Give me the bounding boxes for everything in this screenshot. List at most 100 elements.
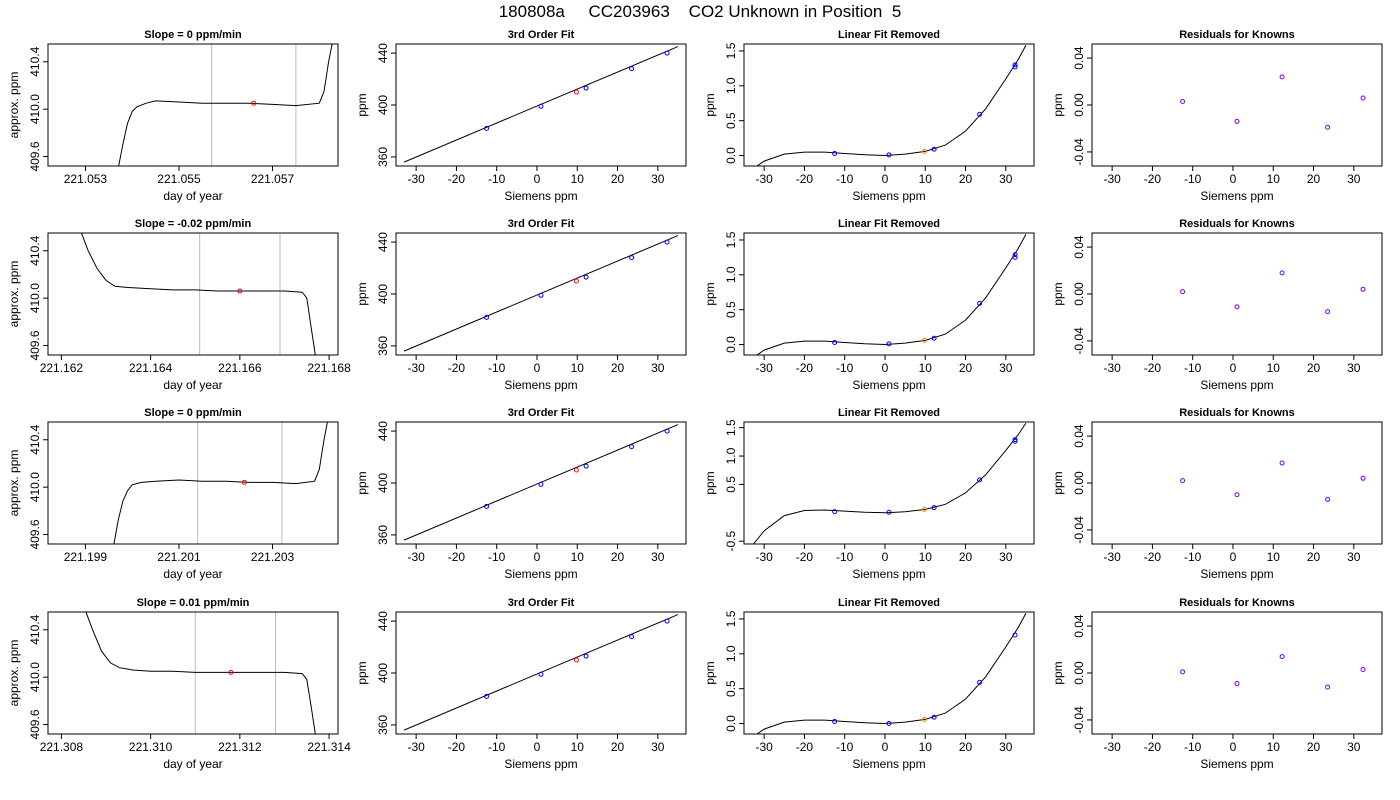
c13-xlabel: day of year — [163, 757, 222, 771]
c8-xtick-label: 10 — [1267, 361, 1281, 375]
c11-data-point — [1012, 437, 1018, 443]
c7-xtick-label: 20 — [959, 361, 973, 375]
c10-panel: 3rd Order Fit -30 -20 -10 0 10 20 30 360 400 440 Si… — [355, 407, 687, 581]
c1-panel: Slope = 0 ppm/min 221.053 221.055 221.057 40… — [7, 29, 339, 203]
c11-xtick-label: 10 — [919, 550, 933, 564]
c6-ytick-label: 400 — [376, 284, 390, 304]
c10-xtick-label: 20 — [611, 550, 625, 564]
c6-ylabel: ppm — [355, 282, 369, 305]
c7-ytick-label: 1.5 — [724, 231, 738, 248]
c15-ytick-label: 1.5 — [724, 610, 738, 627]
c2-data-point — [538, 103, 544, 109]
c2-data-point — [629, 66, 635, 72]
c12-data-point — [1279, 460, 1285, 466]
c12-xtick-label: 0 — [1230, 550, 1237, 564]
c7-data-point — [886, 341, 892, 347]
c13-sample-point — [228, 669, 234, 675]
c8-data-point — [1279, 270, 1285, 276]
c2-data-point — [573, 89, 579, 95]
c15-plot-frame — [743, 611, 1035, 735]
c16-ytick-label: 0.00 — [1072, 661, 1086, 685]
c11-xtick-label: 0 — [882, 550, 889, 564]
c4-xtick-label: 0 — [1230, 172, 1237, 186]
c3-title: Linear Fit Removed — [838, 29, 940, 41]
c8-xtick-label: -20 — [1144, 361, 1162, 375]
c11-title: Linear Fit Removed — [838, 407, 940, 419]
c4-xtick-label: -10 — [1184, 172, 1202, 186]
c15-xtick-label: 10 — [919, 740, 933, 754]
c4-data-layer — [1180, 74, 1366, 130]
c8-data-point — [1180, 289, 1186, 295]
c13-xtick-label: 221.308 — [40, 740, 84, 754]
c11-xtick-label: -30 — [755, 550, 773, 564]
c3-data-point — [977, 111, 983, 117]
c11-xtick-label: -10 — [836, 550, 854, 564]
c1-sample-point — [251, 100, 257, 106]
c2-xtick-label: 30 — [651, 172, 665, 186]
c10-ylabel: ppm — [355, 471, 369, 494]
c10-data-point — [583, 463, 589, 469]
c12-data-layer — [1180, 460, 1366, 502]
c11-xtick-label: 20 — [959, 550, 973, 564]
c3-data-point — [886, 152, 892, 158]
c1-series-line — [118, 44, 333, 166]
c8-title: Residuals for Knowns — [1179, 218, 1295, 230]
c4-data-point — [1234, 118, 1240, 124]
c10-xtick-label: -30 — [407, 550, 425, 564]
c8-ytick-label: -0.04 — [1072, 327, 1086, 355]
c5-data-layer — [80, 233, 316, 355]
c3-xtick-label: 20 — [959, 172, 973, 186]
c3-xtick-label: -20 — [796, 172, 814, 186]
c15-xtick-label: 0 — [882, 740, 889, 754]
c10-data-point — [538, 481, 544, 487]
c12-xtick-label: 20 — [1307, 550, 1321, 564]
c7-data-layer — [756, 234, 1027, 355]
c9-data-layer — [113, 422, 328, 544]
c1-xlabel: day of year — [163, 189, 222, 203]
c8-ytick-label: 0.00 — [1072, 282, 1086, 306]
c15-xlabel: Siemens ppm — [852, 757, 925, 771]
c7-xtick-label: 10 — [919, 361, 933, 375]
c11-data-point — [832, 509, 838, 515]
c11-data-point — [1012, 438, 1018, 444]
c6-panel: 3rd Order Fit -30 -20 -10 0 10 20 30 360 400 440 Si… — [355, 218, 687, 392]
c16-plot-frame — [1091, 611, 1383, 735]
c3-plot-frame — [743, 43, 1035, 167]
c3-ytick-label: 1.5 — [724, 42, 738, 59]
c13-data-layer — [85, 612, 316, 734]
c10-ytick-label: 360 — [376, 525, 390, 545]
c14-data-point — [573, 657, 579, 663]
c6-ytick-label: 360 — [376, 336, 390, 356]
c7-xtick-label: -30 — [755, 361, 773, 375]
c9-xlabel: day of year — [163, 567, 222, 581]
c11-plot-frame — [743, 421, 1035, 545]
c15-data-point — [832, 718, 838, 724]
c7-panel: Linear Fit Removed -30 -20 -10 0 10 20 30 0.0 0.5… — [703, 218, 1035, 392]
c6-data-point — [538, 292, 544, 298]
c14-xtick-label: -30 — [407, 740, 425, 754]
c1-xtick-label: 221.053 — [64, 172, 108, 186]
c11-ylabel: ppm — [703, 471, 717, 494]
c15-ylabel: ppm — [703, 661, 717, 684]
c6-xtick-label: -10 — [488, 361, 506, 375]
c12-xtick-label: 30 — [1347, 550, 1361, 564]
c4-ytick-label: -0.04 — [1072, 138, 1086, 166]
c16-title: Residuals for Knowns — [1179, 597, 1295, 609]
c6-title: 3rd Order Fit — [508, 218, 575, 230]
c13-ytick-label: 410.0 — [28, 662, 42, 692]
c15-data-point — [886, 721, 892, 727]
c12-plot-frame — [1091, 421, 1383, 545]
c5-sample-point — [237, 288, 243, 294]
c16-data-point — [1234, 681, 1240, 687]
c14-ytick-label: 440 — [376, 611, 390, 631]
c4-xtick-label: -30 — [1103, 172, 1121, 186]
c13-title: Slope = 0.01 ppm/min — [137, 597, 250, 609]
c10-data-point — [484, 503, 490, 509]
c9-xtick-label: 221.201 — [157, 550, 201, 564]
c6-data-point — [664, 239, 670, 245]
c4-ylabel: ppm — [1051, 93, 1065, 116]
c16-xtick-label: 10 — [1267, 740, 1281, 754]
c15-data-layer — [756, 613, 1027, 734]
c7-fit-curve — [756, 234, 1027, 355]
c11-fit-curve — [752, 422, 1027, 544]
